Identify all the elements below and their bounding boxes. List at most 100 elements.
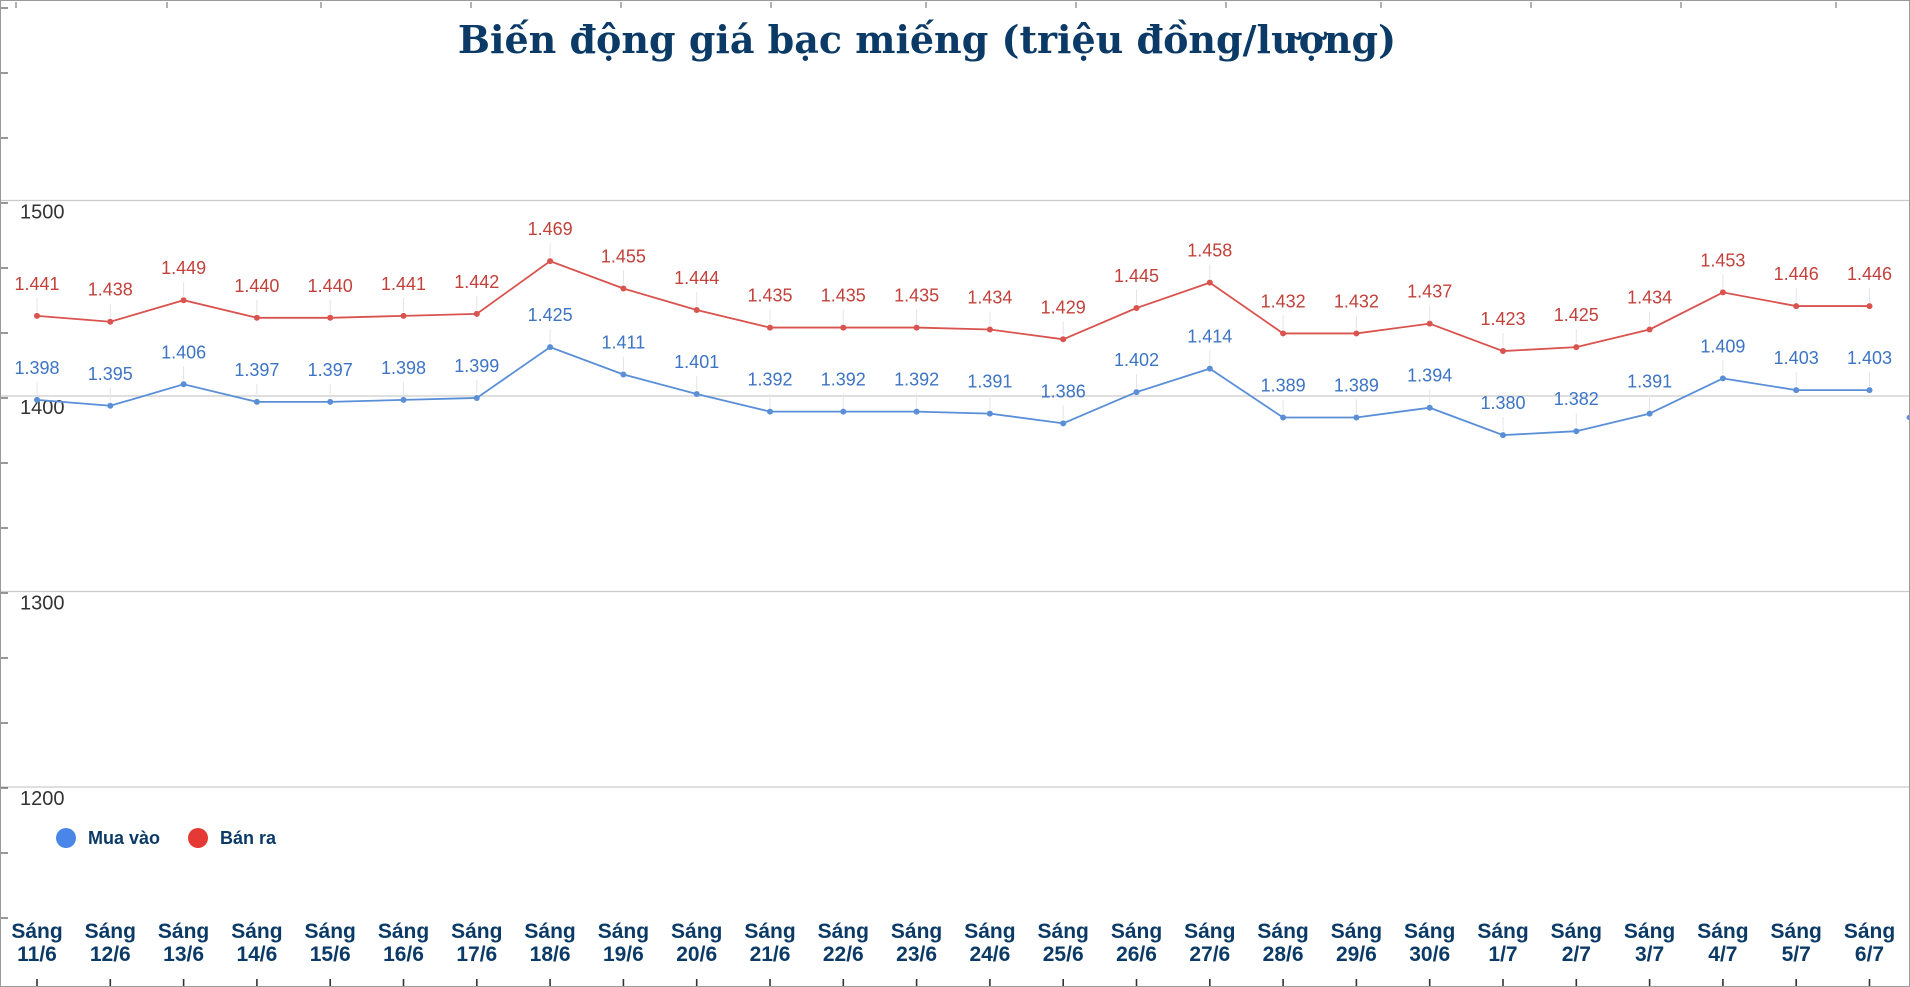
data-point [1866, 387, 1873, 394]
x-tick-label: 22/6 [823, 943, 864, 966]
data-point [1646, 410, 1653, 417]
x-tick-label: Sáng [598, 920, 649, 943]
data-point [840, 408, 847, 415]
x-tick-label: Sáng [1551, 920, 1602, 943]
data-label: 1.442 [454, 272, 499, 292]
data-point [327, 398, 334, 405]
data-point [767, 408, 773, 415]
data-label: 1.392 [821, 370, 866, 390]
data-label: 1.423 [1480, 309, 1525, 329]
data-label: 1.395 [88, 364, 133, 384]
x-tick-label: 18/6 [530, 943, 571, 966]
data-label: 1.458 [1187, 241, 1232, 261]
x-tick-label: Sáng [964, 920, 1015, 943]
data-point [1060, 420, 1067, 427]
data-point [1866, 303, 1873, 310]
data-label: 1.455 [601, 246, 646, 266]
data-point [1793, 387, 1800, 394]
x-tick-label: 1/7 [1488, 943, 1517, 966]
data-point [1133, 389, 1140, 396]
data-point [693, 306, 700, 313]
data-point [1500, 348, 1506, 355]
data-point [473, 310, 480, 317]
data-label: 1.446 [1847, 264, 1892, 284]
data-point [1133, 305, 1140, 312]
x-tick-label: Sáng [231, 920, 282, 943]
data-label: 1.435 [894, 286, 939, 306]
series-line-ban-ra [36, 260, 1870, 352]
data-point [913, 324, 920, 331]
data-label: 1.398 [14, 358, 59, 378]
data-point [986, 326, 993, 333]
x-tick-label: 15/6 [310, 943, 351, 966]
x-tick-label: 30/6 [1409, 943, 1450, 966]
data-point [1353, 414, 1360, 421]
x-tick-label: 14/6 [236, 943, 277, 966]
x-tick-label: 5/7 [1782, 943, 1811, 966]
data-label: 1.435 [821, 286, 866, 306]
data-label: 1.446 [1774, 264, 1819, 284]
data-label: 1.382 [1554, 389, 1599, 409]
data-label: 1.386 [1041, 381, 1086, 401]
data-label: 1.391 [1627, 372, 1672, 392]
x-tick-label: 4/7 [1708, 943, 1737, 966]
x-tick-label: 20/6 [676, 943, 717, 966]
x-tick-label: Sáng [1771, 920, 1822, 943]
x-tick-label: Sáng [1477, 920, 1528, 943]
data-point [1573, 428, 1580, 435]
data-label: 1.402 [1114, 350, 1159, 370]
data-label: 1.392 [747, 370, 792, 390]
edge-data-point [1906, 415, 1909, 421]
data-label: 1.453 [1700, 250, 1745, 270]
x-tick-label: Sáng [305, 920, 356, 943]
data-point [986, 410, 993, 417]
x-tick-label: Sáng [818, 920, 869, 943]
data-point [400, 312, 407, 319]
data-label: 1.403 [1774, 348, 1819, 368]
x-tick-label: 17/6 [456, 943, 497, 966]
data-point [1280, 330, 1287, 337]
x-tick-label: 26/6 [1116, 943, 1157, 966]
x-tick-label: Sáng [11, 920, 62, 943]
data-label: 1.425 [528, 305, 573, 325]
y-tick-label: 1300 [20, 593, 65, 615]
data-point [1426, 320, 1433, 327]
data-point [1719, 375, 1726, 382]
data-label: 1.429 [1041, 297, 1086, 317]
data-point [620, 285, 627, 292]
x-tick-label: Sáng [1844, 920, 1895, 943]
data-label: 1.440 [308, 276, 353, 296]
x-tick-label: 25/6 [1043, 943, 1084, 966]
data-label: 1.411 [602, 332, 646, 352]
data-point [1280, 414, 1287, 421]
x-tick-label: Sáng [1697, 920, 1748, 943]
legend-label: Bán ra [220, 828, 277, 848]
x-tick-label: Sáng [671, 920, 722, 943]
x-tick-label: Sáng [451, 920, 502, 943]
data-point [327, 314, 334, 321]
data-label: 1.437 [1407, 282, 1452, 302]
x-tick-label: 28/6 [1263, 943, 1304, 966]
y-tick-label: 1400 [20, 397, 65, 419]
x-tick-label: 16/6 [383, 943, 424, 966]
data-point [180, 381, 187, 388]
x-tick-label: 3/7 [1635, 943, 1664, 966]
x-tick-label: 11/6 [17, 943, 57, 966]
data-label: 1.401 [674, 352, 719, 372]
data-label: 1.441 [381, 274, 426, 294]
legend-label: Mua vào [88, 828, 160, 848]
x-tick-label: 29/6 [1336, 943, 1377, 966]
y-tick-label: 1200 [20, 788, 65, 810]
data-point [693, 391, 700, 398]
data-point [620, 371, 627, 378]
data-label: 1.391 [967, 372, 1012, 392]
data-point [400, 396, 407, 403]
data-point [1573, 344, 1580, 351]
data-label: 1.403 [1847, 348, 1892, 368]
data-point [1793, 303, 1800, 310]
data-label: 1.397 [308, 360, 353, 380]
data-point [180, 297, 187, 304]
x-tick-label: 21/6 [750, 943, 791, 966]
data-label: 1.441 [14, 274, 59, 294]
